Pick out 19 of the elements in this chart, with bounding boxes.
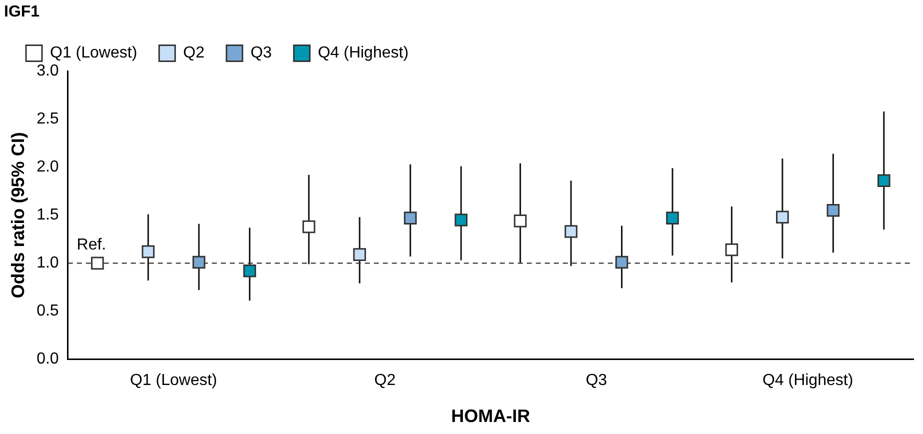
y-tick-label: 1.5 [36,206,59,224]
y-tick-label: 2.5 [36,110,59,128]
y-tick-label: 1.0 [36,254,59,272]
x-tick-label: Q3 [586,372,608,390]
legend-title: IGF1 [4,3,40,20]
legend-label: Q4 (Highest) [318,44,409,62]
legend-label: Q1 (Lowest) [50,44,138,62]
y-tick-label: 2.0 [36,158,59,176]
y-axis-title: Odds ratio (95% CI) [8,132,28,298]
legend-label: Q3 [250,44,272,62]
y-tick-label: 0.0 [36,350,59,368]
x-tick-label: Q4 (Highest) [762,372,854,390]
annotation: Ref. [76,236,106,254]
y-tick-label: 0.5 [36,302,59,320]
x-tick-label: Q1 (Lowest) [130,372,218,390]
y-tick-label: 3.0 [36,62,59,80]
legend-label: Q2 [183,44,205,62]
x-tick-label: Q2 [374,372,396,390]
x-axis-title: HOMA-IR [451,406,530,426]
